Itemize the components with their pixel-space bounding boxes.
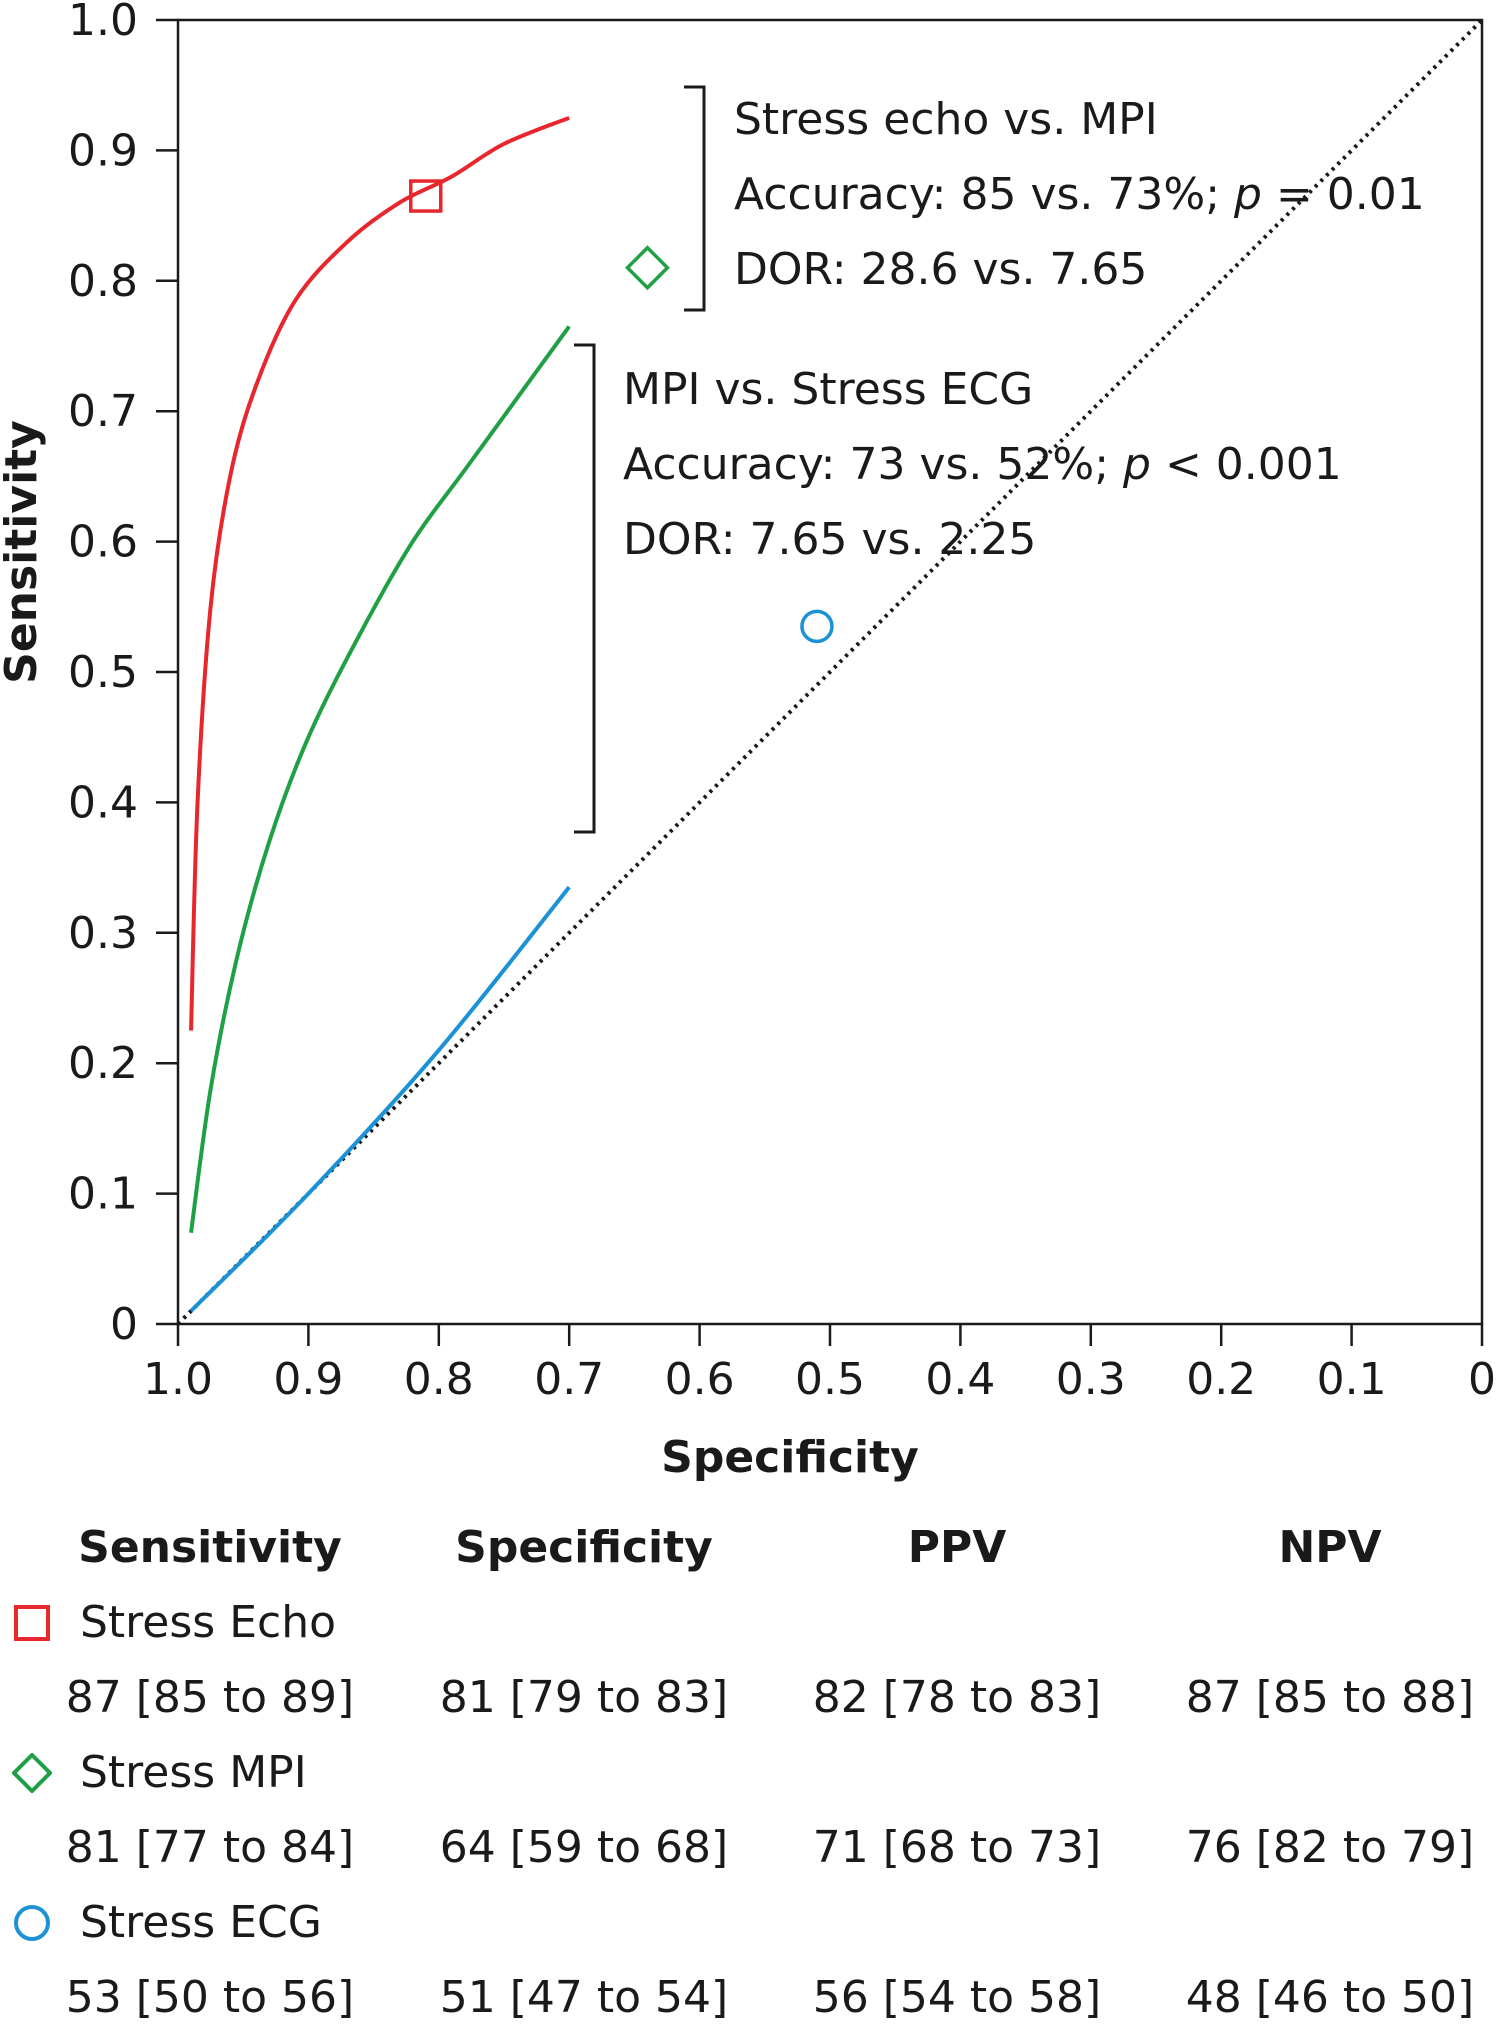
x-tick-label: 0.5 bbox=[795, 1354, 865, 1405]
y-tick-label: 0 bbox=[110, 1299, 138, 1350]
x-tick-label: 0.3 bbox=[1056, 1354, 1126, 1405]
annotation-echo-vs-mpi-title: Stress echo vs. MPI bbox=[734, 94, 1158, 145]
x-tick-label: 1.0 bbox=[143, 1354, 213, 1405]
cell-mpi-sensitivity: 81 [77 to 84] bbox=[65, 1822, 355, 1873]
curve-stress-echo bbox=[189, 115, 570, 1031]
curve-stress-ecg bbox=[189, 885, 571, 1313]
y-tick-label: 0.6 bbox=[68, 517, 138, 568]
x-tick-label: 0.7 bbox=[534, 1354, 604, 1405]
annotation-mpi-vs-ecg-title: MPI vs. Stress ECG bbox=[623, 364, 1033, 415]
header-specificity: Specificity bbox=[455, 1522, 713, 1573]
x-tick-label: 0.4 bbox=[925, 1354, 995, 1405]
bracket-mpi-vs-ecg bbox=[574, 343, 596, 834]
curve-stress-mpi bbox=[189, 325, 571, 1233]
cell-echo-ppv: 82 [78 to 83] bbox=[812, 1672, 1102, 1723]
cell-mpi-npv: 76 [82 to 79] bbox=[1185, 1822, 1475, 1873]
table-header-row: Sensitivity Specificity PPV NPV bbox=[0, 1510, 1500, 1585]
diamond-marker-icon bbox=[12, 1753, 52, 1793]
y-tick-label: 0.5 bbox=[68, 647, 138, 698]
roc-chart: 1.0 0.9 0.8 0.7 0.6 0.5 0.4 0.3 0.2 0.1 0 0 0.1 0.2 0.… bbox=[0, 0, 1496, 1483]
y-tick-label: 0.8 bbox=[68, 256, 138, 307]
series-label-stress-ecg: Stress ECG bbox=[80, 1897, 322, 1948]
marker-stress-mpi bbox=[624, 245, 670, 291]
table-row: 53 [50 to 56] 51 [47 to 54] 56 [54 to 58… bbox=[0, 1960, 1500, 2035]
x-tick-label: 0.1 bbox=[1317, 1354, 1387, 1405]
cell-mpi-ppv: 71 [68 to 73] bbox=[812, 1822, 1102, 1873]
y-tick-label: 1.0 bbox=[68, 0, 138, 46]
circle-marker-icon bbox=[14, 1905, 50, 1941]
marker-stress-echo bbox=[409, 179, 443, 213]
y-tick-label: 0.2 bbox=[68, 1038, 138, 1089]
x-tick-label: 0.2 bbox=[1186, 1354, 1256, 1405]
header-npv: NPV bbox=[1278, 1522, 1382, 1573]
x-tick-label: 0.6 bbox=[665, 1354, 735, 1405]
bracket-echo-vs-mpi bbox=[684, 85, 706, 312]
series-label-row: Stress Echo bbox=[0, 1585, 1500, 1660]
reference-diagonal-line bbox=[176, 18, 1484, 1326]
cell-echo-npv: 87 [85 to 88] bbox=[1185, 1672, 1475, 1723]
header-sensitivity: Sensitivity bbox=[78, 1522, 342, 1573]
header-ppv: PPV bbox=[907, 1522, 1007, 1573]
series-label-stress-echo: Stress Echo bbox=[80, 1597, 337, 1648]
x-tick-label: 0.9 bbox=[273, 1354, 343, 1405]
y-tick-label: 0.4 bbox=[68, 777, 138, 828]
y-tick-label: 0.1 bbox=[68, 1169, 138, 1220]
cell-mpi-specificity: 64 [59 to 68] bbox=[439, 1822, 729, 1873]
cell-echo-specificity: 81 [79 to 83] bbox=[439, 1672, 729, 1723]
y-tick-label: 0.9 bbox=[68, 125, 138, 176]
x-axis-title: Specificity bbox=[661, 1432, 919, 1483]
cell-echo-sensitivity: 87 [85 to 89] bbox=[65, 1672, 355, 1723]
annotation-mpi-vs-ecg-accuracy: Accuracy: 73 vs. 52%; p < 0.001 bbox=[623, 439, 1342, 490]
y-axis-title: Sensitivity bbox=[0, 420, 47, 684]
cell-ecg-sensitivity: 53 [50 to 56] bbox=[65, 1972, 355, 2023]
cell-ecg-ppv: 56 [54 to 58] bbox=[812, 1972, 1102, 2023]
table-row: 87 [85 to 89] 81 [79 to 83] 82 [78 to 83… bbox=[0, 1660, 1500, 1735]
x-tick-label: 0 bbox=[1468, 1354, 1496, 1405]
y-tick-label: 0.3 bbox=[68, 908, 138, 959]
cell-ecg-npv: 48 [46 to 50] bbox=[1185, 1972, 1475, 2023]
series-label-stress-mpi: Stress MPI bbox=[80, 1747, 307, 1798]
marker-stress-ecg bbox=[800, 609, 834, 644]
series-label-row: Stress MPI bbox=[0, 1735, 1500, 1810]
annotation-echo-vs-mpi-accuracy: Accuracy: 85 vs. 73%; p = 0.01 bbox=[734, 169, 1425, 220]
annotation-echo-vs-mpi-dor: DOR: 28.6 vs. 7.65 bbox=[734, 244, 1147, 295]
series-label-row: Stress ECG bbox=[0, 1885, 1500, 1960]
square-marker-icon bbox=[14, 1605, 50, 1641]
diagnostic-performance-table: Sensitivity Specificity PPV NPV Stress E… bbox=[0, 1510, 1500, 2035]
y-tick-label: 0.7 bbox=[68, 386, 138, 437]
cell-ecg-specificity: 51 [47 to 54] bbox=[439, 1972, 729, 2023]
annotation-mpi-vs-ecg-dor: DOR: 7.65 vs. 2.25 bbox=[623, 514, 1036, 565]
x-tick-label: 0.8 bbox=[404, 1354, 474, 1405]
table-row: 81 [77 to 84] 64 [59 to 68] 71 [68 to 73… bbox=[0, 1810, 1500, 1885]
